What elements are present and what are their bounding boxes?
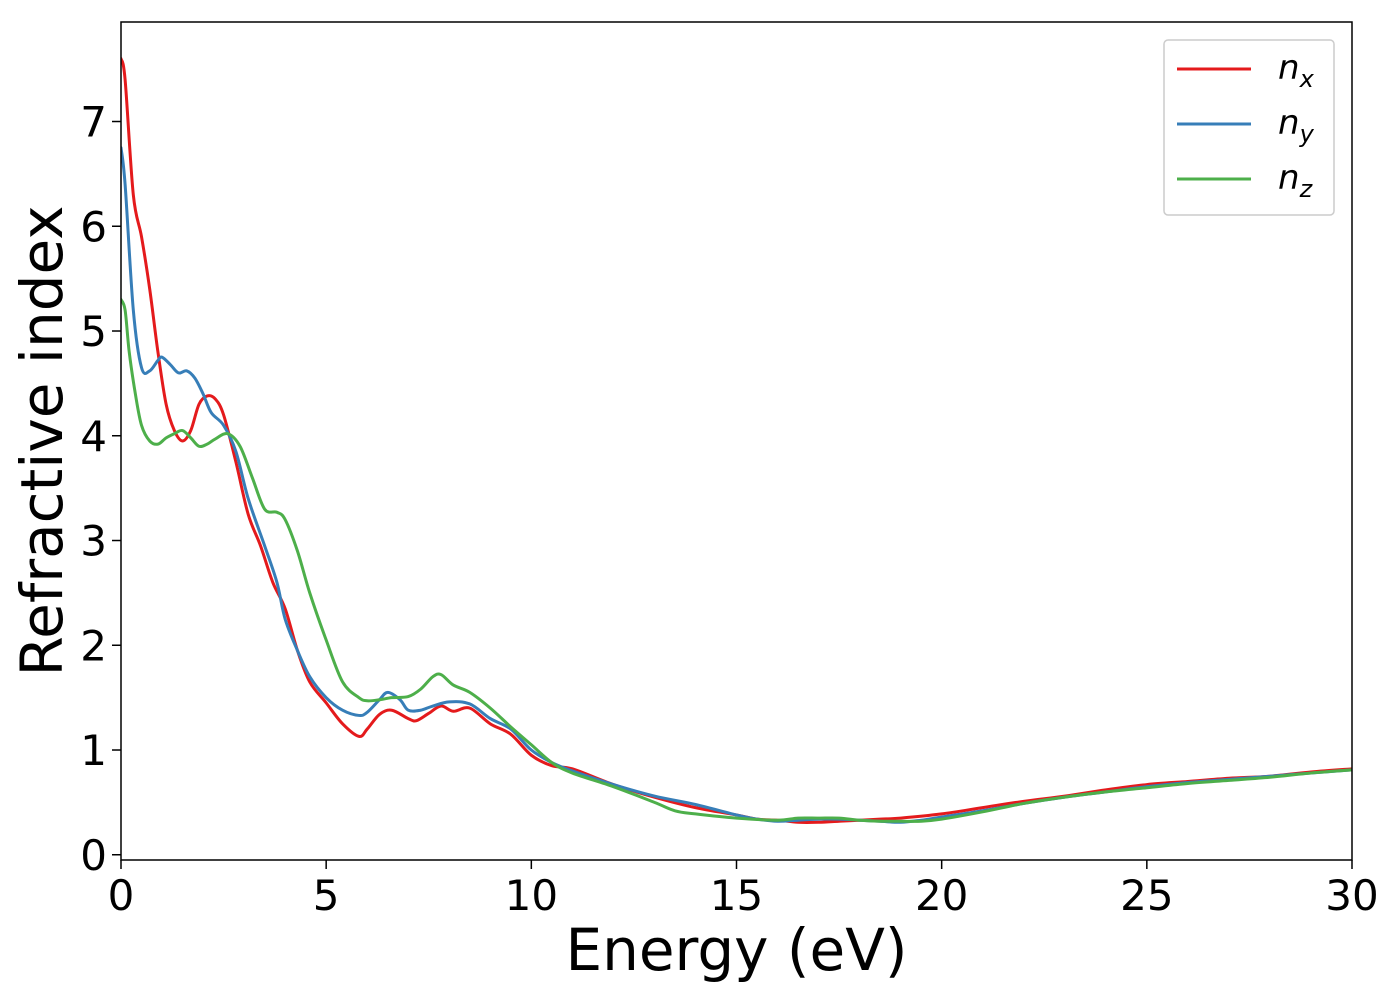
x-tick-label: 30 [1325,871,1378,920]
y-axis-title: Refractive index [8,205,76,676]
x-tick-label: 10 [505,871,558,920]
x-tick-label: 0 [108,871,135,920]
x-tick-label: 25 [1120,871,1173,920]
x-tick-label: 5 [313,871,340,920]
y-axis: 0 1 2 3 4 5 6 7 [80,98,121,880]
y-tick-label: 1 [80,726,107,775]
x-tick-label: 15 [710,871,763,920]
x-axis: 0 5 10 15 20 25 30 [108,860,1379,920]
series-line-y [121,146,1352,824]
legend-label-y: ny [1278,103,1315,148]
y-tick-label: 3 [80,517,107,566]
y-tick-label: 4 [80,412,107,461]
legend-label-z: nz [1278,158,1314,203]
legend-box [1163,39,1335,216]
legend: nx ny nz [1163,39,1335,216]
y-tick-label: 5 [80,307,107,356]
series-layer [121,57,1352,824]
y-tick-label: 2 [80,621,107,670]
series-line-z [121,298,1352,823]
y-tick-label: 6 [80,202,107,251]
legend-label-x: nx [1278,48,1315,93]
x-axis-title: Energy (eV) [565,916,907,984]
series-line-x [121,57,1352,824]
y-tick-label: 7 [80,98,107,147]
y-tick-label: 0 [80,831,107,880]
x-tick-label: 20 [915,871,968,920]
